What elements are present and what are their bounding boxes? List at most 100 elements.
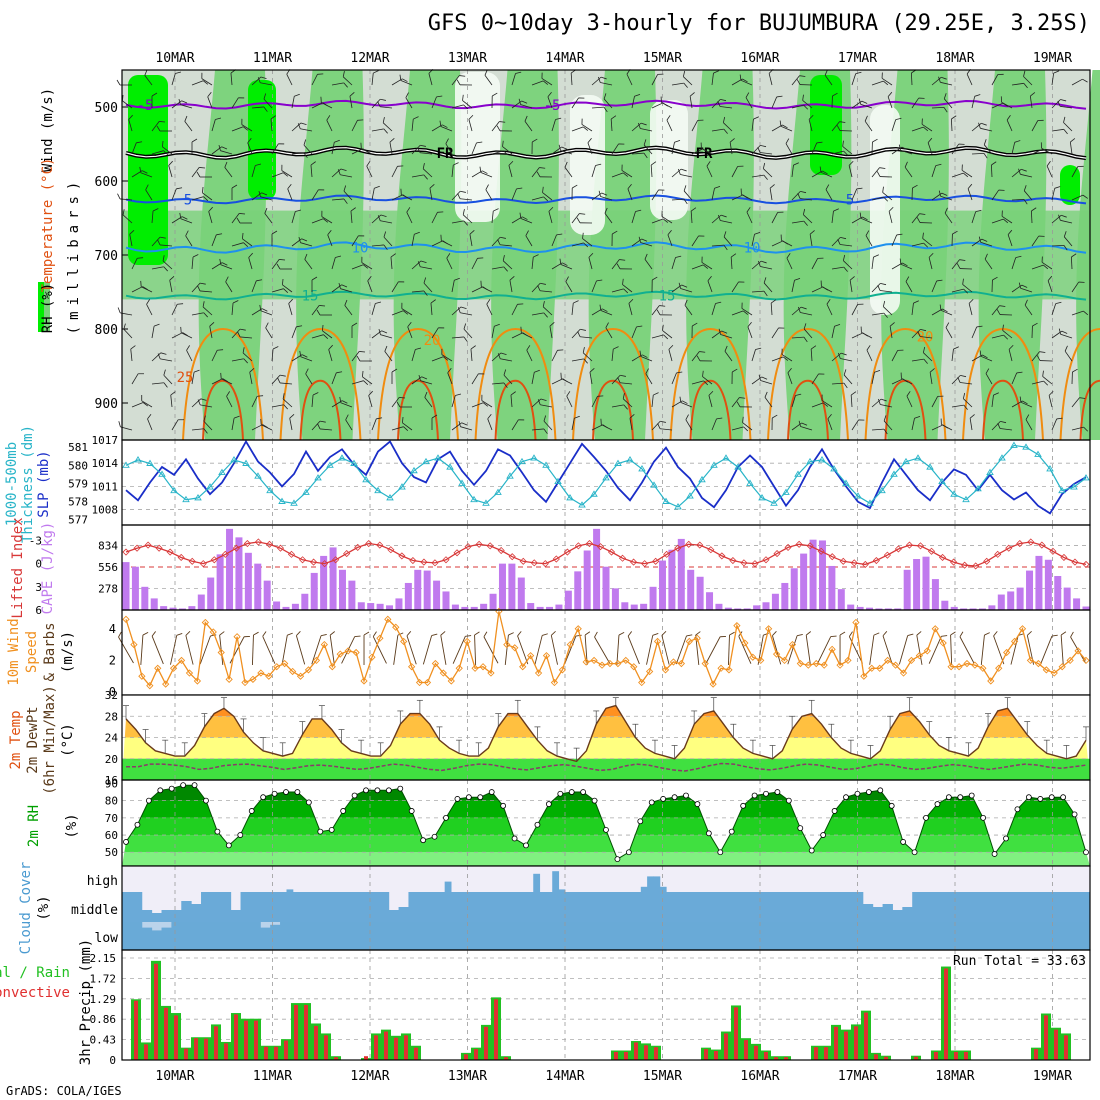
wind-barb-staff (651, 334, 664, 339)
wind-barb-feather (298, 236, 301, 243)
wind-barb-feather (208, 206, 213, 212)
upper-wind-barb (591, 279, 603, 293)
upper-wind-barb (871, 282, 887, 293)
wind-barb-staff (547, 96, 553, 109)
cape-bar (1054, 576, 1062, 610)
wind-barb-feather (519, 212, 522, 219)
wind-barb-feather (589, 368, 595, 373)
temp-ytick-24: 24 (105, 732, 119, 745)
wind-barb-staff (1023, 76, 1033, 86)
wind-barb-feather (377, 101, 381, 107)
wind-barb-feather (825, 184, 830, 190)
wind-barb-staff (1001, 215, 1013, 224)
wind-barb-feather (802, 208, 806, 215)
wind-barb-feather (937, 395, 944, 397)
wind-barb-staff (531, 80, 544, 86)
cape-bar (997, 594, 1005, 610)
rh-marker (694, 801, 701, 807)
wind-barb-feather (956, 263, 961, 269)
upper-wind-barb (837, 239, 853, 247)
wind-barb-feather (882, 300, 886, 307)
wind-barb-staff (500, 244, 513, 247)
upper-wind-barb (351, 235, 365, 247)
cape-bar (1007, 591, 1015, 610)
bottom-date-13MAR: 13MAR (448, 1069, 487, 1084)
wind-barb-feather (199, 167, 206, 169)
upper-wind-barb (451, 104, 469, 110)
wind-barb-feather (356, 355, 361, 362)
wind-barb-staff (429, 188, 433, 201)
upper-wind-barb (821, 394, 833, 408)
wind-barb-feather (836, 125, 841, 131)
upper-wind-barb (399, 74, 413, 86)
upper-wind-barb (231, 242, 249, 247)
wind-barb-feather (914, 415, 921, 419)
upper-wind-barb (711, 214, 727, 224)
upper-wind-barb (711, 185, 721, 201)
upper-wind-barb (899, 258, 913, 270)
wind-barb-feather (912, 184, 918, 189)
upper-wind-barb (808, 114, 814, 132)
wind-barb-feather (565, 276, 569, 282)
cloud-bar-middle (230, 910, 242, 922)
upper-wind-barb (191, 369, 200, 385)
upper-wind-barb (282, 393, 293, 408)
wind-barb-feather (610, 115, 617, 120)
wind-barb-staff (470, 349, 473, 362)
wind-barb-feather (1021, 284, 1028, 288)
cloud-label-high: high (87, 874, 118, 889)
wind-barb-feather (310, 161, 316, 166)
upper-wind-barb (731, 281, 745, 293)
wind-barb-staff (202, 192, 213, 201)
rh-marker (168, 785, 175, 792)
wind-barb-feather (341, 400, 348, 404)
upper-wind-barb (371, 98, 386, 109)
wind-barb-staff (191, 428, 204, 431)
wind-barb-feather (982, 354, 988, 359)
wind-barb-staff (1020, 173, 1033, 178)
precip-conv-bar (234, 1014, 238, 1060)
wind-barb-feather (888, 206, 894, 212)
wind-barb-staff (751, 119, 754, 132)
cloud-bar-middle (704, 892, 716, 922)
wind-barb-feather (803, 323, 807, 330)
wind-barb-staff (548, 211, 553, 224)
upper-wind-barb (411, 231, 420, 247)
wind-barb-feather (494, 323, 500, 327)
wind-barb-feather (764, 391, 768, 398)
wind-barb-feather (883, 312, 888, 318)
wind-barb-feather (368, 390, 373, 396)
wind-barb-staff (711, 99, 721, 109)
upper-wind-barb (401, 302, 413, 316)
upper-wind-barb (231, 300, 239, 316)
wind-barb-feather (123, 323, 126, 330)
upper-wind-barb (271, 346, 279, 362)
wind-barb-staff (931, 396, 938, 408)
wind-barb-staff (760, 152, 773, 155)
upper-wind-barb (610, 115, 617, 132)
upper-wind-barb (791, 104, 809, 110)
wind-barb-staff (300, 128, 313, 132)
contour-label: 15 (302, 289, 319, 305)
wind-barb-staff (310, 165, 313, 178)
wind-barb-feather (981, 238, 988, 242)
upper-wind-barb (259, 304, 273, 316)
wind-barb-feather (534, 369, 540, 373)
upper-wind-barb (571, 213, 586, 224)
wind-barb-staff (511, 73, 516, 86)
wind-barb-feather (423, 174, 428, 180)
wind-barb-feather (941, 76, 947, 80)
upper-wind-barb (377, 215, 393, 224)
wind-barb-staff (491, 326, 495, 339)
wind-barb-feather (856, 187, 863, 190)
upper-wind-barb (571, 184, 578, 201)
wind-barb-feather (518, 98, 521, 105)
wind-barb-feather (118, 421, 121, 428)
cloud-bar-middle (131, 892, 143, 922)
upper-wind-barb (951, 374, 967, 385)
wind-barb-staff (1030, 210, 1033, 224)
wind-barb-feather (717, 101, 721, 107)
wind-barb-staff (781, 354, 793, 362)
wind-barb-staff (231, 358, 244, 362)
rh-marker (237, 832, 244, 838)
